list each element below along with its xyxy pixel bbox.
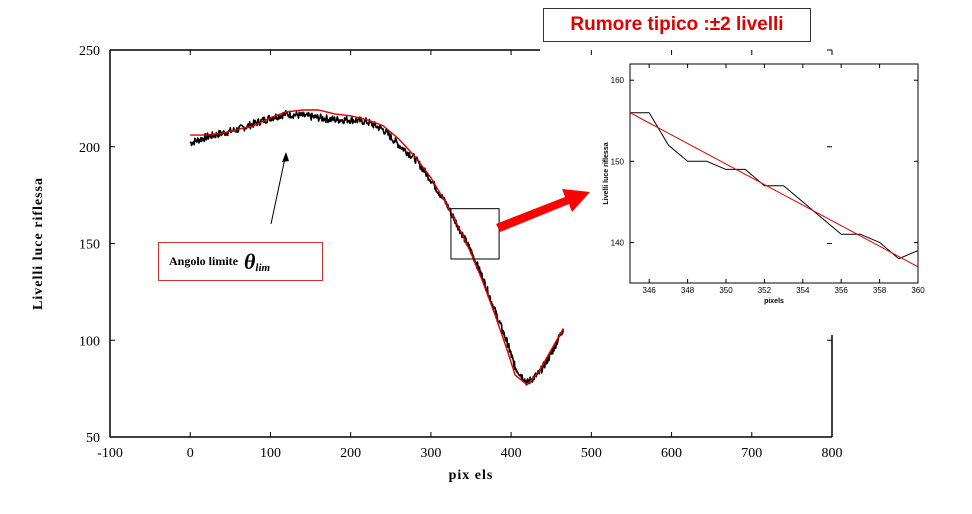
main-y-axis-title: Livelli luce riflessa [31,177,46,310]
main-series-line-0 [189,109,565,386]
inset-y-tick-label: 160 [611,76,625,85]
inset-x-tick-label: 354 [796,286,810,295]
main-x-tick-label: 800 [822,446,843,461]
zoom-region [450,208,500,260]
inset-x-tick-label: 356 [835,286,849,295]
inset-x-tick-label: 346 [643,286,657,295]
inset-y-tick-label: 150 [611,157,625,166]
inset-y-tick-label: 140 [611,238,625,247]
main-x-tick-label: 400 [501,446,522,461]
main-y-tick-label: 250 [79,44,100,59]
main-x-tick-label: 300 [420,446,441,461]
inset-x-tick-label: 350 [719,286,733,295]
main-plot: -100 0 100 200 300 400 500 600 700 800 50 100 150 200… [31,44,843,483]
main-y-tick-label: 200 [79,141,100,156]
zoom-arrow [496,189,590,232]
inset-x-tick-label: 360 [911,286,925,295]
main-y-tick-label: 50 [86,431,100,446]
inset-series-line-1 [629,112,919,268]
main-x-tick-label: 500 [581,446,602,461]
inset-x-tick-label: 352 [758,286,772,295]
inset-x-tick-label: 348 [681,286,695,295]
arrows [270,152,590,232]
main-y-tick-label: 100 [79,334,100,349]
inset-frame [629,63,919,284]
zoom-rectangle [450,208,500,260]
inset-series-line-0 [630,112,919,260]
inset-x-tick-label: 358 [873,286,887,295]
main-x-axis-title: pix els [449,468,494,483]
inset-plot: 346 348 350 352 354 356 358 360 140 150 160 pixels L… [603,63,925,305]
angle-label: Angolo limite [169,254,238,268]
angle-callout: Angolo limite θ lim [158,242,323,281]
angle-symbol: θ [244,248,256,274]
angle-pointer-line [270,157,286,225]
noise-callout: Rumore tipico :±2 livelli [543,8,811,42]
main-y-tick-label: 150 [79,238,100,253]
noise-label: Rumore tipico :±2 livelli [570,14,784,35]
main-x-tick-label: 100 [260,446,281,461]
main-series-line-1 [190,109,564,386]
inset-x-axis-title: pixels [764,298,784,305]
main-x-tick-label: 600 [661,446,682,461]
angle-subscript: lim [255,261,271,274]
main-x-tick-label: 700 [741,446,762,461]
main-x-tick-label: 200 [340,446,361,461]
inset-y-axis-title: Livelli luce riflessa [603,142,610,204]
main-x-tick-label: -100 [97,446,123,461]
main-x-tick-label: 0 [187,446,194,461]
angle-pointer-head [282,152,289,162]
